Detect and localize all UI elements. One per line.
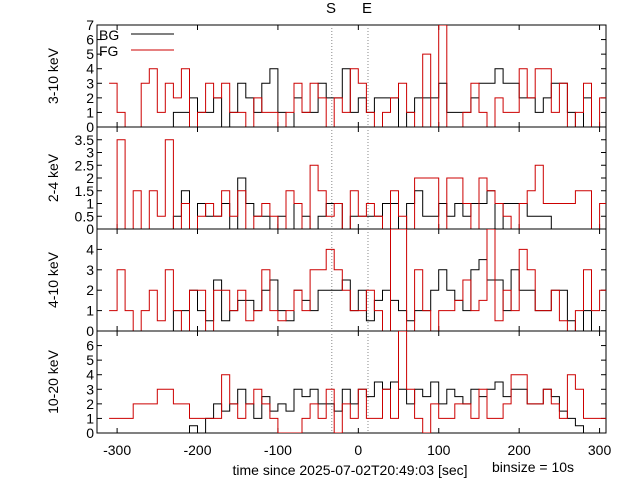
y-tick-label: 0 [86,119,94,135]
y-axis-label: 10-20 keV [45,349,61,413]
y-axis-label: 4-10 keV [45,251,61,308]
marker-label-e: E [362,0,372,17]
series-fg-line [109,229,606,331]
y-tick-label: 0 [86,425,94,441]
series-fg-line [109,25,606,127]
y-axis-label: 2-4 keV [45,153,61,202]
y-tick-label: 0 [86,323,94,339]
y-tick-label: 3 [86,75,94,91]
x-tick-labels: -300 -200 -100 0 100 200 300 [103,442,611,458]
x-tick-label: 300 [588,442,612,458]
y-tick-label: 6 [86,338,94,354]
y-tick-label: 5 [86,352,94,368]
y-tick-label: 2 [86,170,94,186]
y-tick-label: 3 [86,262,94,278]
y-tick-label: 2 [86,90,94,106]
y-tick-label: 3 [86,145,94,161]
y-axis-label: 3-10 keV [45,47,61,104]
x-tick-label: 100 [427,442,451,458]
x-tick-label: 0 [354,442,362,458]
binsize-label: binsize = 10s [492,459,574,475]
y-tick-label: 5 [86,46,94,62]
x-tick-label: -300 [103,442,131,458]
panel-frame [96,24,607,128]
y-tick-label: 1 [86,410,94,426]
series-bg-line [109,259,606,331]
y-tick-label: 4 [86,241,94,257]
panel-frame [96,330,607,434]
panel-3: 0 1 2 3 4 4-10 keV [45,228,607,339]
y-tick-label: 1.5 [75,183,95,199]
y-tick-label: 2.5 [75,157,95,173]
y-tick-label: 4 [86,367,94,383]
y-tick-label: 3.5 [75,132,95,148]
y-tick-label: 7 [86,17,94,33]
y-tick-label: 2 [86,282,94,298]
y-tick-label: 0.5 [75,208,95,224]
legend-label-fg: FG [99,43,118,59]
y-tick-label: 4 [86,61,94,77]
y-tick-label: 6 [86,32,94,48]
panel-2: 00.511.522.533.5 2-4 keV [45,126,607,237]
series-fg-line [109,331,606,433]
x-axis-label: time since 2025-07-02T20:49:03 [sec] [232,462,467,478]
x-tick-label: -100 [264,442,292,458]
marker-label-s: S [326,0,336,17]
y-tick-label: 1 [86,196,94,212]
y-tick-label: 3 [86,381,94,397]
y-tick-label: 0 [86,221,94,237]
x-tick-label: 200 [507,442,531,458]
y-tick-label: 2 [86,396,94,412]
series-fg-line [109,139,606,229]
y-tick-label: 1 [86,104,94,120]
legend-label-bg: BG [99,27,119,43]
y-tick-label: 1 [86,303,94,319]
x-tick-label: -200 [183,442,211,458]
